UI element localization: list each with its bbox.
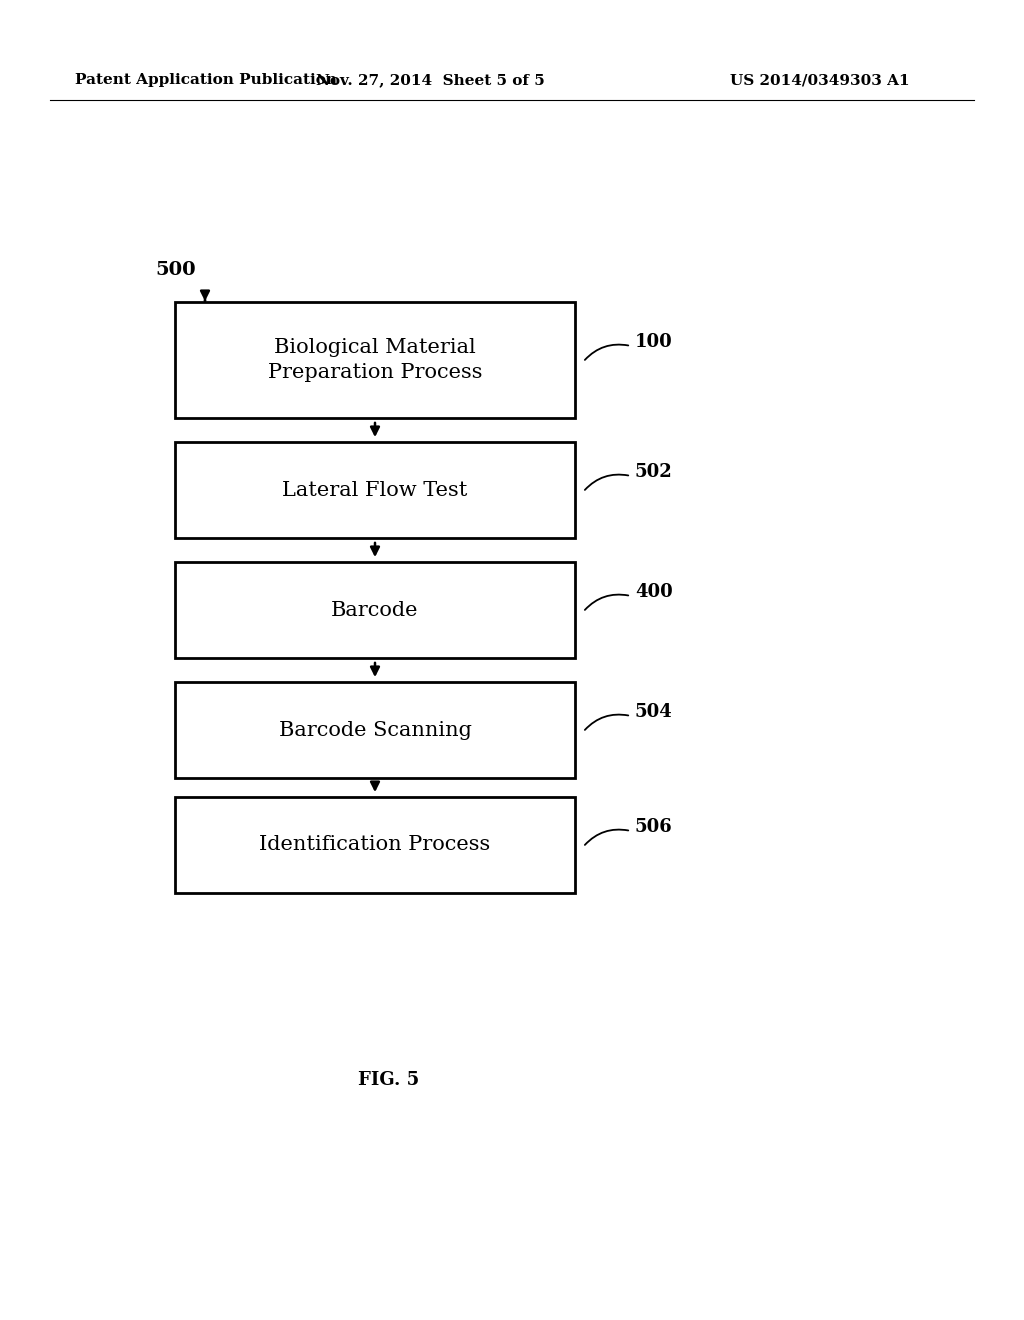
Bar [175,797,575,894]
Text: FIG. 5: FIG. 5 [358,1071,420,1089]
Text: Biological Material
Preparation Process: Biological Material Preparation Process [267,338,482,381]
Bar [175,442,575,539]
Text: Lateral Flow Test: Lateral Flow Test [283,480,468,499]
Text: Nov. 27, 2014  Sheet 5 of 5: Nov. 27, 2014 Sheet 5 of 5 [315,73,545,87]
Text: 506: 506 [635,818,673,836]
Text: 502: 502 [635,463,673,480]
Text: Identification Process: Identification Process [259,836,490,854]
Bar [175,562,575,657]
Text: Barcode Scanning: Barcode Scanning [279,721,471,739]
Bar [175,682,575,777]
Text: 400: 400 [635,583,673,601]
Text: Patent Application Publication: Patent Application Publication [75,73,337,87]
Text: US 2014/0349303 A1: US 2014/0349303 A1 [730,73,909,87]
Text: Barcode: Barcode [331,601,419,619]
Text: 100: 100 [635,333,673,351]
Text: 500: 500 [155,261,196,279]
Bar [175,302,575,418]
Text: 504: 504 [635,704,673,721]
